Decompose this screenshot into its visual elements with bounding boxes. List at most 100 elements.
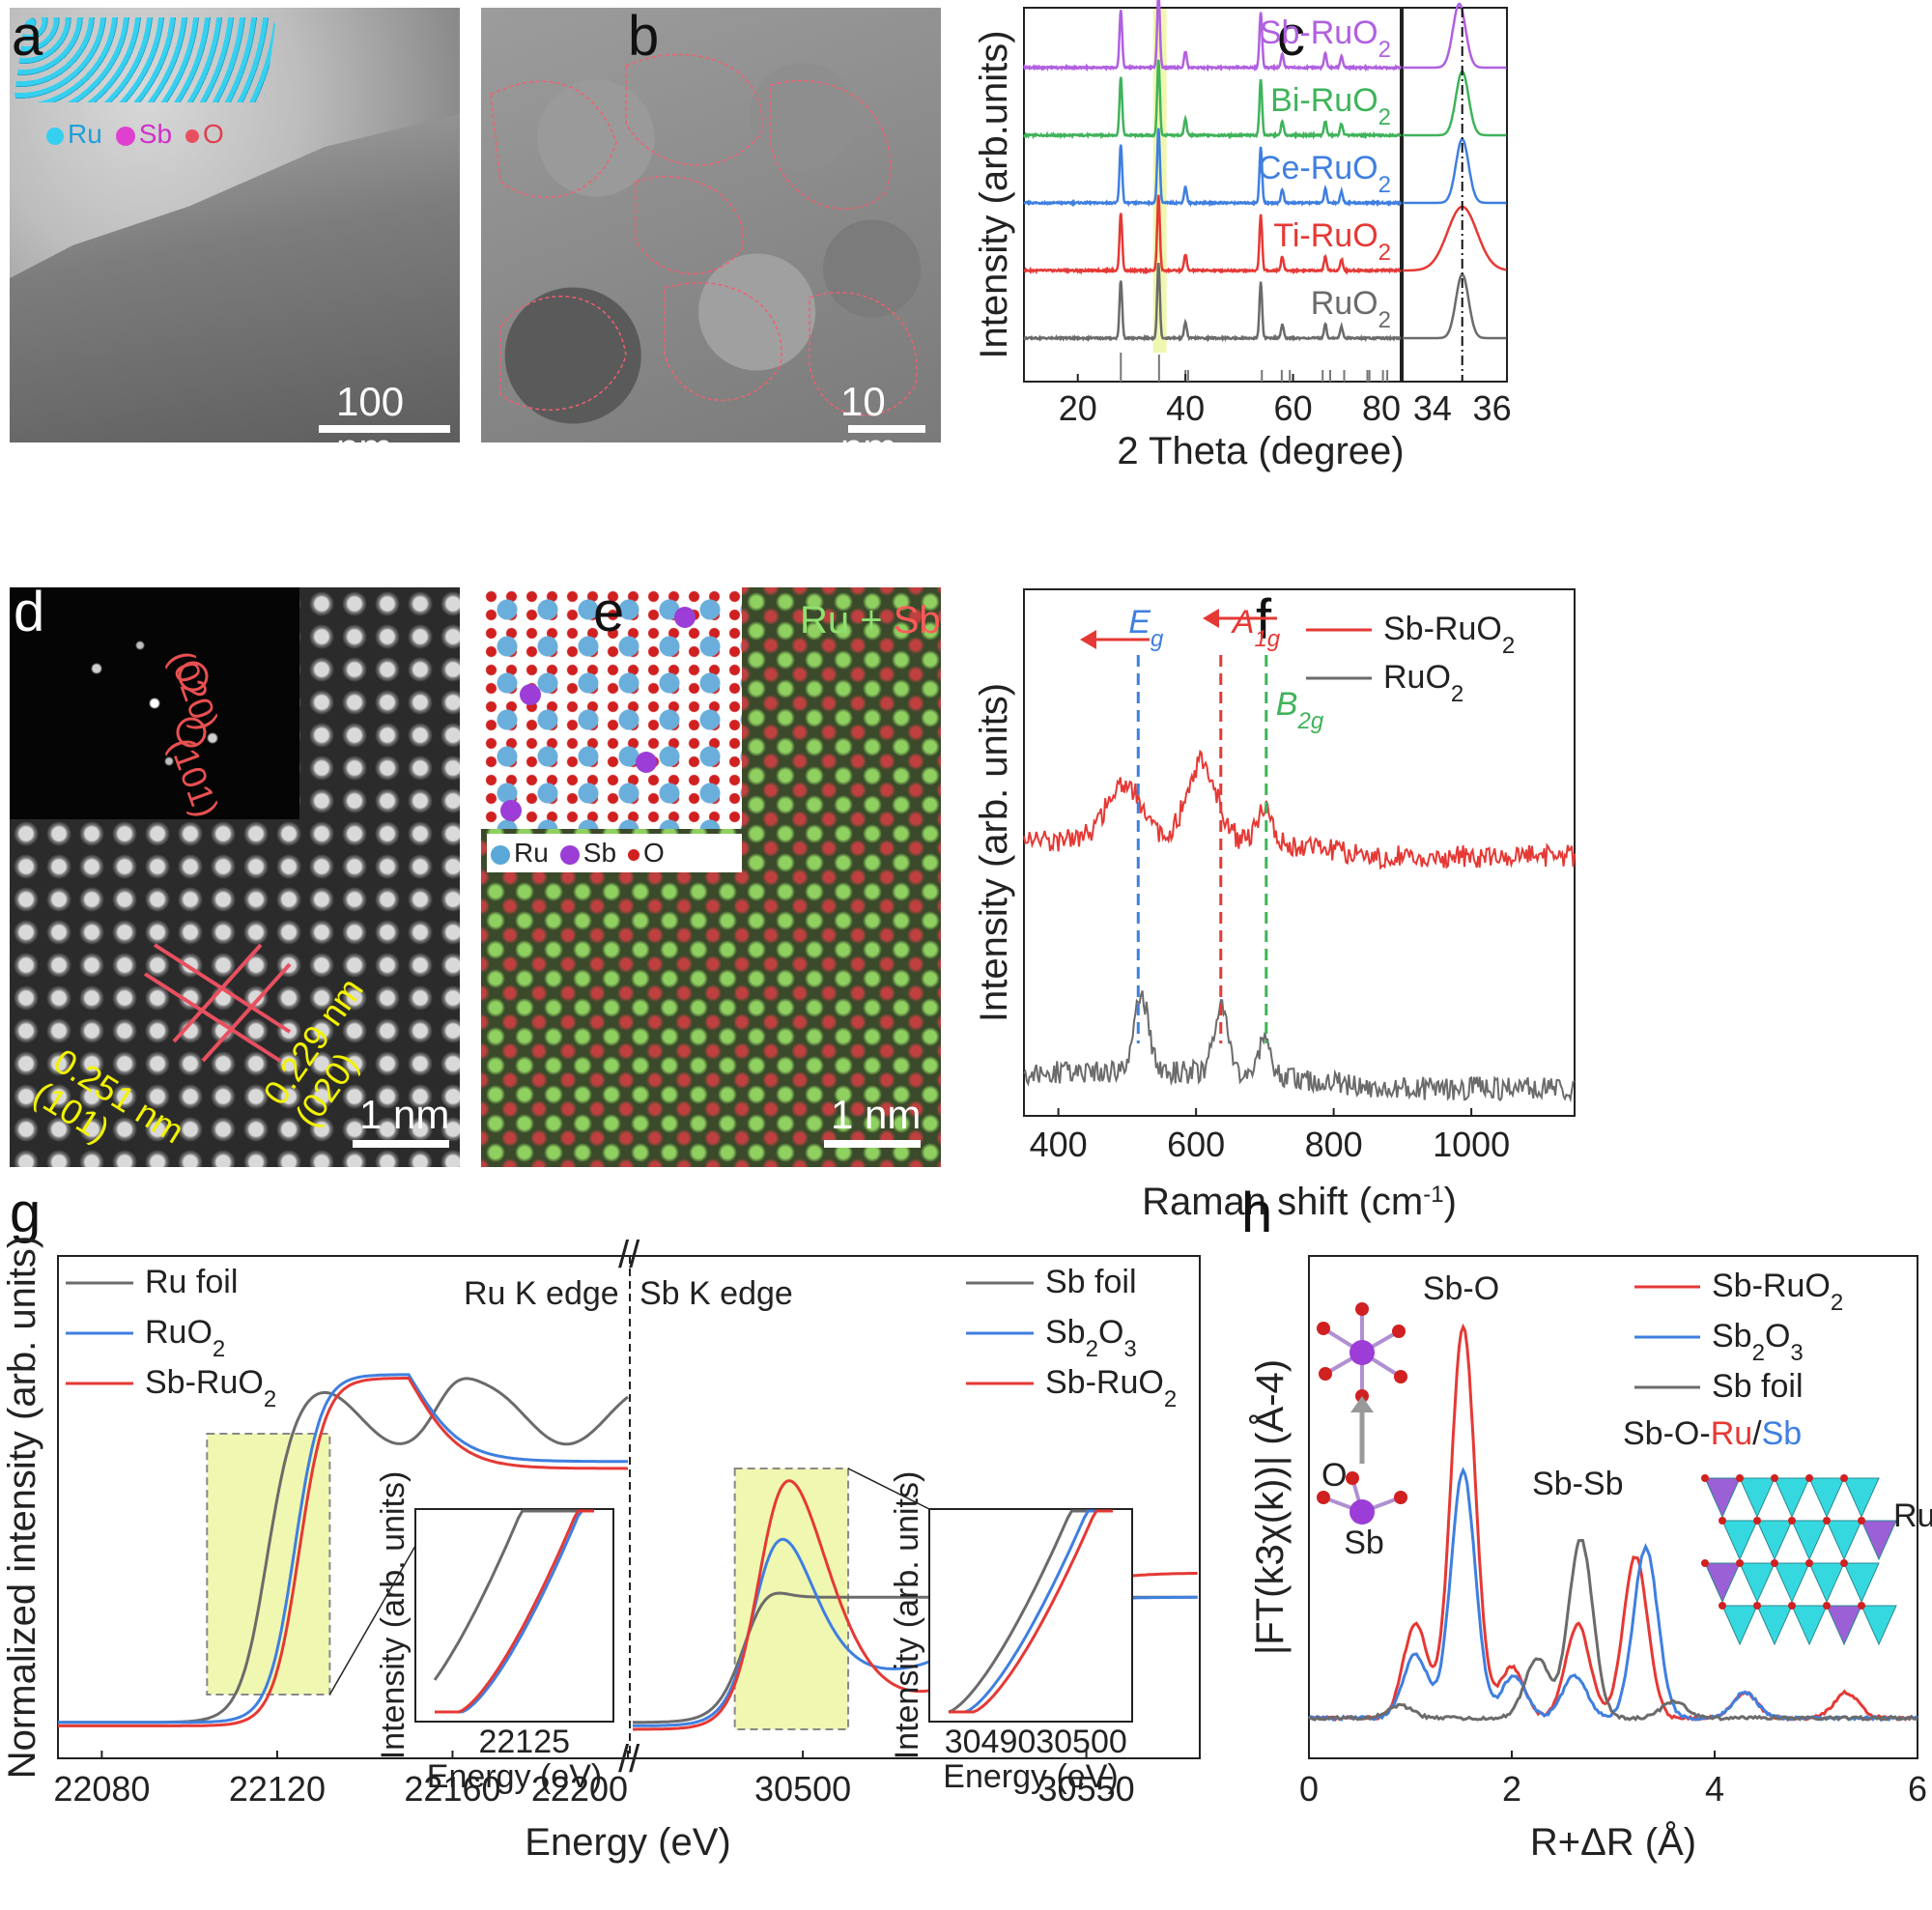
structure-polyhedron: [1808, 1477, 1845, 1519]
xanes-ru-inset-xlabel: Energy (eV): [427, 1758, 602, 1795]
xanes-sb-legend-Sb2O3: Sb2O3: [1045, 1314, 1137, 1362]
exafs-xtick-label: 2: [1502, 1769, 1521, 1809]
xanes-sb-inset-xtick: 30490: [945, 1724, 1037, 1760]
fft-inset: (020) (101): [10, 587, 299, 822]
legend-e-sb: Sb: [559, 838, 616, 869]
structure-polyhedron: [1826, 1605, 1862, 1646]
xrd-inset-line-Ti-RuO2: [1403, 205, 1507, 272]
structure-o-atom: [1840, 1474, 1848, 1482]
octahedron-o-atom: [1319, 1367, 1332, 1381]
xanes-sb-legend-Sb-RuO2: Sb-RuO2: [1045, 1364, 1177, 1412]
pyramid-o-atom: [1346, 1471, 1359, 1485]
xanes-sb-inset-line: [949, 1509, 1113, 1714]
sb-site: [636, 752, 657, 773]
structure-polyhedron: [1704, 1477, 1741, 1519]
xanes-sb-inset-frame: [928, 1508, 1133, 1723]
scale-label-a: 100 nm: [336, 379, 405, 442]
raman-xlabel: Raman shift (cm-1): [1142, 1181, 1457, 1223]
exafs-xtick-label: 4: [1705, 1769, 1724, 1809]
structure-o-atom: [1736, 1474, 1744, 1482]
xrd-xtick-label: 20: [1059, 388, 1097, 428]
grain-boundaries: [490, 53, 918, 416]
xanes-ru-legend-Sb-RuO2: Sb-RuO2: [145, 1364, 276, 1412]
xanes-xlabel: Energy (eV): [525, 1821, 730, 1864]
legend-a: Ru Sb O: [46, 119, 224, 150]
annotation-sb-o: Sb-O: [1423, 1270, 1499, 1307]
exafs-xtick-label: 0: [1299, 1769, 1319, 1809]
panel-label-e: e: [593, 581, 625, 643]
lattice-lines: [143, 943, 292, 1063]
panel-label-h: h: [1241, 1182, 1273, 1244]
panel-label-d: d: [14, 581, 45, 643]
xrd-label-Sb-RuO2: Sb-RuO2: [1260, 14, 1391, 63]
ru-edge-title: Ru K edge: [464, 1275, 619, 1312]
structure-polyhedron: [1721, 1605, 1758, 1646]
structure-polyhedron: [1739, 1477, 1776, 1519]
xrd-line-Sb-RuO2: [1022, 0, 1403, 72]
structure-polyhedron: [1774, 1477, 1810, 1519]
inset-connector: [328, 1545, 416, 1696]
structure-o-atom: [1823, 1602, 1831, 1610]
xrd-xtick-label: 80: [1362, 388, 1401, 428]
raman-mode-label: A1g: [1231, 604, 1281, 652]
xrd-inset-line-Sb-RuO2: [1403, 2, 1507, 70]
structure-o-atom: [1771, 1559, 1778, 1567]
raman-mode-label: B2g: [1276, 686, 1324, 734]
raman-xtick-label: 1000: [1433, 1125, 1510, 1164]
panel-a-tem: Ru Sb O 100 nm: [10, 8, 460, 442]
xanes-xtick-label: 30550: [1038, 1769, 1135, 1809]
xrd-inset-line-RuO2: [1403, 272, 1507, 340]
structure-o-atom: [1805, 1559, 1813, 1567]
fft-spot-101: [176, 717, 207, 748]
raman-line-Sb-RuO2: [1023, 749, 1576, 870]
xanes-sb-inset-line: [949, 1509, 1113, 1714]
xanes-ru-line-Sb-RuO2: [58, 1377, 628, 1727]
structure-o-atom: [1736, 1559, 1744, 1567]
structure-ru-label: Ru: [1893, 1497, 1932, 1534]
xanes-sb-legend-Sb foil: Sb foil: [1045, 1264, 1137, 1300]
structure-o-atom: [1753, 1602, 1761, 1610]
octahedron-o-atom: [1317, 1322, 1330, 1335]
eds-overlay-label: Ru + Sb: [800, 599, 941, 642]
crystal-model-illustration: [13, 17, 277, 102]
xanes-ru-line-RuO2: [58, 1373, 628, 1725]
structure-polyhedron: [1826, 1520, 1862, 1561]
panel-e-eds-map: Ru Sb O Ru + Sb 1 nm: [481, 587, 941, 1167]
pyramid-sb-label: Sb: [1344, 1525, 1384, 1561]
sb-site: [674, 607, 696, 628]
xrd-inset-xtick-label: 34: [1413, 388, 1452, 428]
exafs-legend-Sb-RuO2: Sb-RuO2: [1712, 1268, 1843, 1316]
xanes-ru-inset-line: [433, 1509, 594, 1681]
structure-o-atom: [1701, 1559, 1709, 1567]
scale-bar-d: [353, 1140, 449, 1148]
octahedron-o-atom: [1355, 1302, 1369, 1316]
xanes-ru-legend-Ru foil: Ru foil: [145, 1264, 238, 1300]
structure-polyhedron: [1756, 1520, 1793, 1561]
exafs-xtick-label: 6: [1908, 1769, 1927, 1809]
exafs-xlabel: R+ΔR (Å): [1530, 1820, 1696, 1864]
sb-site: [520, 684, 541, 705]
structure-o-atom: [1719, 1517, 1726, 1525]
structure-o-atom: [1840, 1559, 1848, 1567]
xrd-label-Ce-RuO2: Ce-RuO2: [1258, 150, 1391, 198]
raman-mode-label: Eg: [1128, 604, 1164, 652]
xrd-xtick-label: 60: [1274, 388, 1313, 428]
raman-shift-arrowhead: [1203, 609, 1219, 628]
axes-frame: [1023, 7, 1402, 383]
xanes-ru-inset-line: [435, 1509, 594, 1714]
panel-label-b: b: [628, 5, 660, 68]
structure-polyhedron: [1704, 1562, 1741, 1604]
structure-inset: [481, 587, 742, 829]
xanes-xtick-label: 22080: [53, 1769, 150, 1809]
panel-label-a: a: [12, 5, 43, 68]
xrd-line-Ce-RuO2: [1023, 128, 1403, 208]
raman-legend-RuO2: RuO2: [1383, 659, 1463, 707]
pyramid-o-label: O: [1321, 1457, 1347, 1494]
legend-ru: Ru: [46, 119, 102, 150]
structure-polyhedron: [1861, 1605, 1897, 1646]
sb-edge-title: Sb K edge: [639, 1275, 793, 1312]
octahedron-o-atom: [1392, 1325, 1406, 1338]
xanes-ru-inset-frame: [414, 1508, 614, 1723]
